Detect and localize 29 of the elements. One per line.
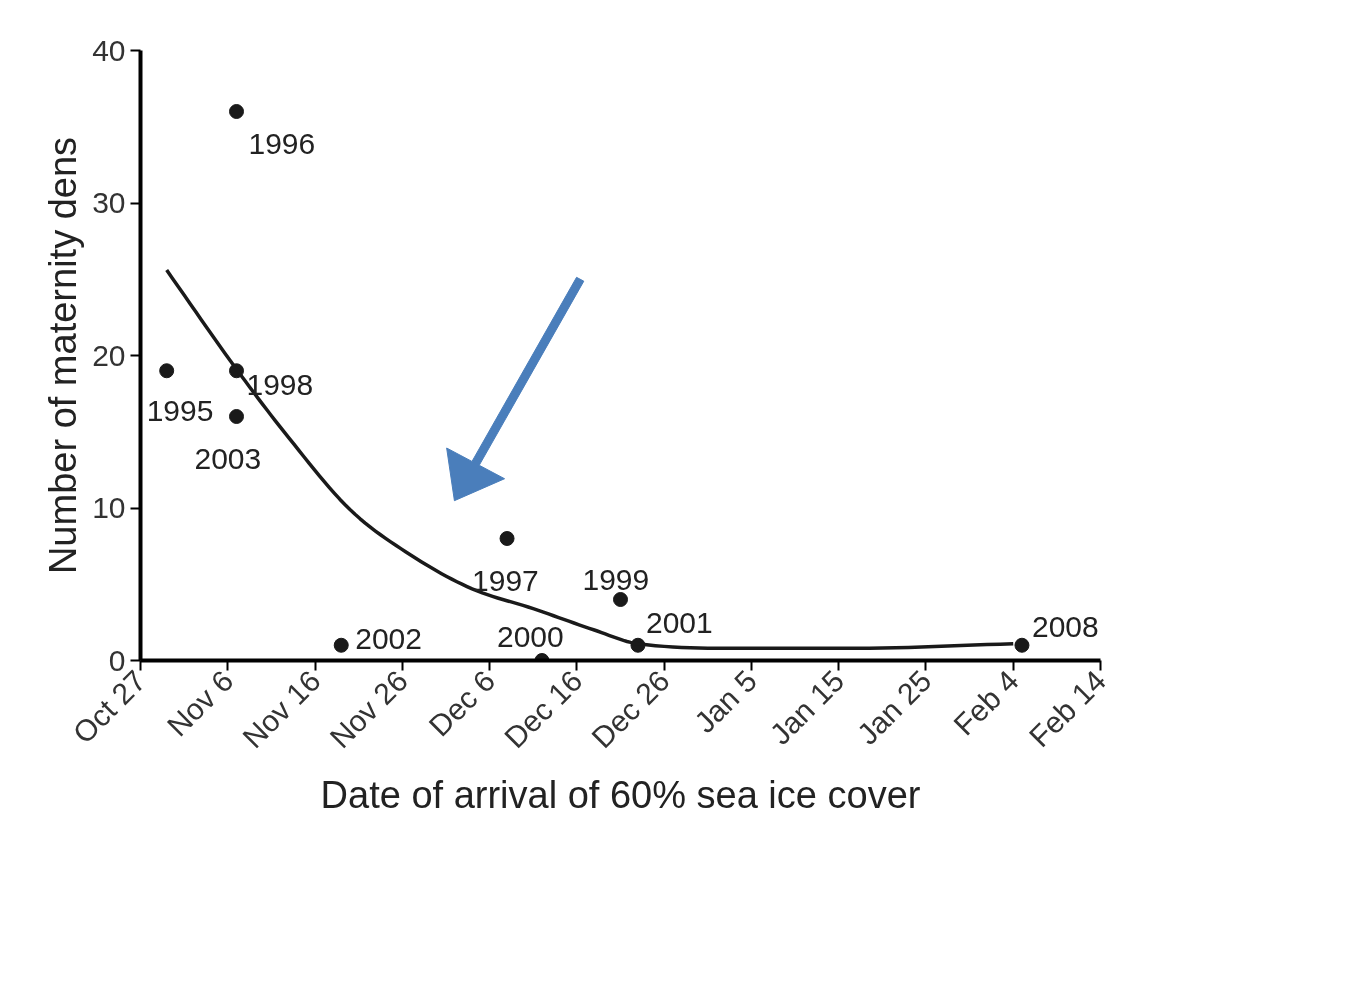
annotation: 2002 bbox=[355, 622, 422, 656]
annotation: 2001 bbox=[645, 606, 713, 640]
annotation: 1999 bbox=[582, 562, 650, 596]
annotation: 1995 bbox=[146, 393, 214, 427]
annotation: 2008 bbox=[1031, 610, 1099, 644]
annotation: 1997 bbox=[472, 563, 539, 597]
x-axis-title: Date of arrival of 60% sea ice cover bbox=[320, 774, 921, 817]
point bbox=[159, 363, 175, 379]
y-tick-label: 40 bbox=[92, 33, 126, 67]
x-tick-label: Jan 5 bbox=[687, 663, 764, 740]
annotation: 1998 bbox=[246, 367, 314, 401]
x-tick-label: Jan 25 bbox=[850, 663, 938, 751]
y-tick-label: 0 bbox=[108, 643, 126, 677]
y-tick-label: 30 bbox=[92, 186, 126, 219]
y-tick-label: 10 bbox=[92, 491, 126, 524]
point bbox=[229, 409, 244, 424]
point bbox=[229, 104, 244, 119]
point bbox=[613, 592, 628, 607]
x-tick-label: Jan 15 bbox=[763, 663, 851, 751]
point bbox=[499, 531, 515, 546]
y-axis-title: Number of maternity dens bbox=[42, 136, 85, 575]
annotation: 1996 bbox=[248, 126, 316, 160]
point bbox=[333, 637, 349, 653]
x-tick-label: Feb 4 bbox=[947, 663, 1025, 742]
point bbox=[1014, 637, 1030, 653]
y-tick-label: 20 bbox=[92, 338, 126, 372]
annotation: 2003 bbox=[194, 441, 262, 475]
annotation: 2000 bbox=[496, 619, 564, 653]
x-tick-label: Feb 14 bbox=[1022, 663, 1113, 754]
